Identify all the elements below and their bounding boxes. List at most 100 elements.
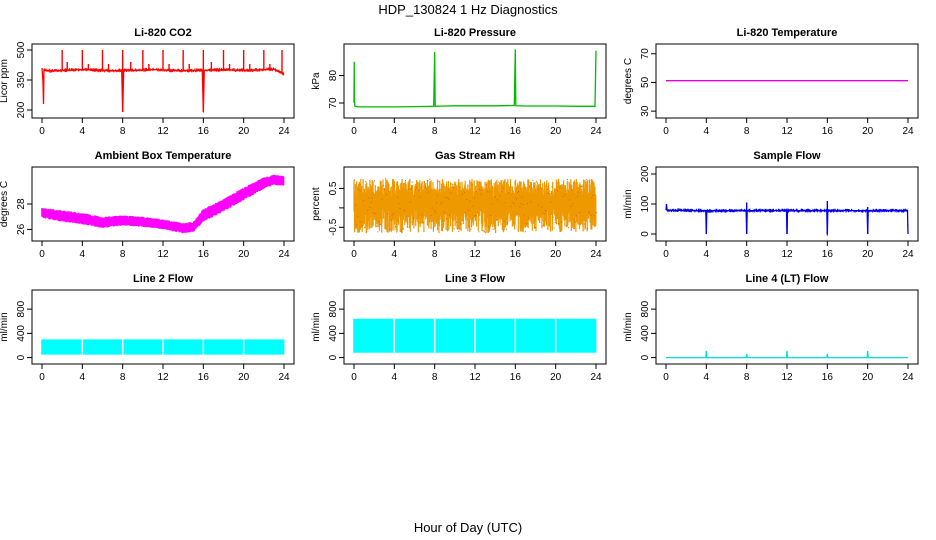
x-tick-label: 8 bbox=[744, 249, 750, 260]
y-tick-label: 30 bbox=[640, 105, 651, 117]
x-tick-label: 20 bbox=[238, 249, 250, 260]
plot-area bbox=[41, 339, 285, 355]
x-tick-label: 24 bbox=[278, 249, 290, 260]
x-tick-label: 12 bbox=[781, 126, 793, 137]
x-tick-label: 24 bbox=[278, 372, 290, 383]
plot-area bbox=[353, 178, 597, 234]
panel-title: Gas Stream RH bbox=[435, 150, 515, 162]
y-tick-label: 400 bbox=[328, 325, 339, 342]
x-tick-label: 8 bbox=[744, 126, 750, 137]
figure-xlabel: Hour of Day (UTC) bbox=[414, 520, 522, 535]
panel-title: Line 2 Flow bbox=[133, 273, 193, 285]
x-tick-label: 8 bbox=[744, 372, 750, 383]
y-axis-label: kPa bbox=[311, 72, 322, 90]
plot-area bbox=[41, 50, 285, 113]
x-tick-label: 16 bbox=[510, 372, 522, 383]
plot-area bbox=[665, 201, 909, 236]
y-axis-label: ml/min bbox=[623, 189, 634, 218]
panel-title: Line 3 Flow bbox=[445, 273, 505, 285]
y-axis-label: percent bbox=[311, 187, 322, 221]
x-tick-label: 20 bbox=[862, 126, 874, 137]
y-tick-label: 800 bbox=[640, 300, 651, 317]
x-tick-label: 16 bbox=[198, 372, 210, 383]
y-tick-label: 400 bbox=[640, 325, 651, 342]
x-tick-label: 4 bbox=[392, 372, 398, 383]
x-tick-label: 4 bbox=[392, 126, 398, 137]
x-tick-label: 0 bbox=[351, 126, 357, 137]
panel-title: Li-820 CO2 bbox=[134, 27, 191, 39]
x-tick-label: 12 bbox=[781, 249, 793, 260]
y-axis-label: degrees C bbox=[623, 58, 634, 104]
x-tick-label: 8 bbox=[120, 126, 126, 137]
x-tick-label: 8 bbox=[120, 372, 126, 383]
x-tick-label: 4 bbox=[392, 249, 398, 260]
y-tick-label: 0 bbox=[640, 354, 651, 360]
x-tick-label: 8 bbox=[432, 126, 438, 137]
x-tick-label: 4 bbox=[80, 372, 86, 383]
series-band bbox=[41, 174, 285, 234]
y-tick-label: 0 bbox=[328, 354, 339, 360]
x-tick-label: 4 bbox=[704, 126, 710, 137]
x-tick-label: 4 bbox=[704, 372, 710, 383]
x-tick-label: 0 bbox=[351, 372, 357, 383]
y-tick-label: 800 bbox=[16, 300, 27, 317]
x-tick-label: 24 bbox=[902, 126, 914, 137]
x-tick-label: 0 bbox=[663, 372, 669, 383]
y-tick-label: 0 bbox=[640, 231, 651, 237]
x-tick-label: 8 bbox=[120, 249, 126, 260]
x-tick-label: 20 bbox=[238, 126, 250, 137]
x-tick-label: 0 bbox=[663, 249, 669, 260]
y-tick-label: -0.5 bbox=[328, 218, 339, 236]
x-tick-label: 16 bbox=[198, 126, 210, 137]
x-tick-label: 16 bbox=[510, 126, 522, 137]
x-tick-label: 0 bbox=[663, 126, 669, 137]
y-axis-label: degrees C bbox=[0, 181, 10, 227]
x-tick-label: 8 bbox=[432, 372, 438, 383]
chart-panel: Line 2 Flow ml/min 0 4 8 12 16 20 24 0 400 800 bbox=[0, 273, 295, 383]
y-tick-label: 350 bbox=[16, 71, 27, 88]
x-tick-label: 20 bbox=[550, 249, 562, 260]
x-tick-label: 12 bbox=[469, 126, 481, 137]
x-tick-label: 24 bbox=[590, 126, 602, 137]
figure-title: HDP_130824 1 Hz Diagnostics bbox=[378, 2, 558, 17]
chart-panel: Gas Stream RH percent 0 4 8 12 16 20 24 -0.5 0.5 bbox=[311, 150, 607, 260]
chart-panel: Li-820 Temperature degrees C 0 4 8 12 16 20 24 30… bbox=[623, 27, 919, 137]
y-tick-label: 0.5 bbox=[328, 181, 339, 195]
panel-title: Sample Flow bbox=[753, 150, 821, 162]
y-axis-label: ml/min bbox=[623, 312, 634, 341]
panel-title: Ambient Box Temperature bbox=[95, 150, 232, 162]
x-tick-label: 0 bbox=[351, 249, 357, 260]
plot-frame bbox=[31, 166, 295, 242]
x-tick-label: 16 bbox=[822, 249, 834, 260]
x-tick-label: 12 bbox=[781, 372, 793, 383]
x-tick-label: 12 bbox=[157, 249, 169, 260]
y-tick-label: 400 bbox=[16, 325, 27, 342]
series-speckle bbox=[354, 178, 597, 234]
x-tick-label: 4 bbox=[704, 249, 710, 260]
x-tick-label: 12 bbox=[469, 249, 481, 260]
x-tick-label: 16 bbox=[198, 249, 210, 260]
chart-panel: Line 3 Flow ml/min 0 4 8 12 16 20 24 0 400 800 bbox=[311, 273, 607, 383]
y-tick-label: 200 bbox=[640, 165, 651, 182]
y-tick-label: 70 bbox=[640, 48, 651, 60]
y-tick-label: 500 bbox=[16, 41, 27, 58]
y-axis-label: Licor ppm bbox=[0, 59, 10, 103]
series-line bbox=[41, 67, 285, 113]
series-noise bbox=[42, 67, 285, 113]
plot-area bbox=[353, 49, 597, 108]
y-tick-label: 80 bbox=[328, 70, 339, 82]
chart-panel: Li-820 CO2 Licor ppm 0 4 8 12 16 20 24 200 350 500 bbox=[0, 27, 295, 137]
plot-area bbox=[666, 350, 908, 359]
series-noise bbox=[666, 208, 909, 236]
x-tick-label: 24 bbox=[278, 126, 290, 137]
plot-area bbox=[353, 318, 597, 353]
x-tick-label: 24 bbox=[590, 249, 602, 260]
x-tick-label: 24 bbox=[590, 372, 602, 383]
series-band bbox=[353, 178, 597, 234]
y-tick-label: 800 bbox=[328, 300, 339, 317]
x-tick-label: 24 bbox=[902, 249, 914, 260]
x-tick-label: 20 bbox=[238, 372, 250, 383]
y-tick-label: 0 bbox=[16, 354, 27, 360]
x-tick-label: 0 bbox=[39, 249, 45, 260]
